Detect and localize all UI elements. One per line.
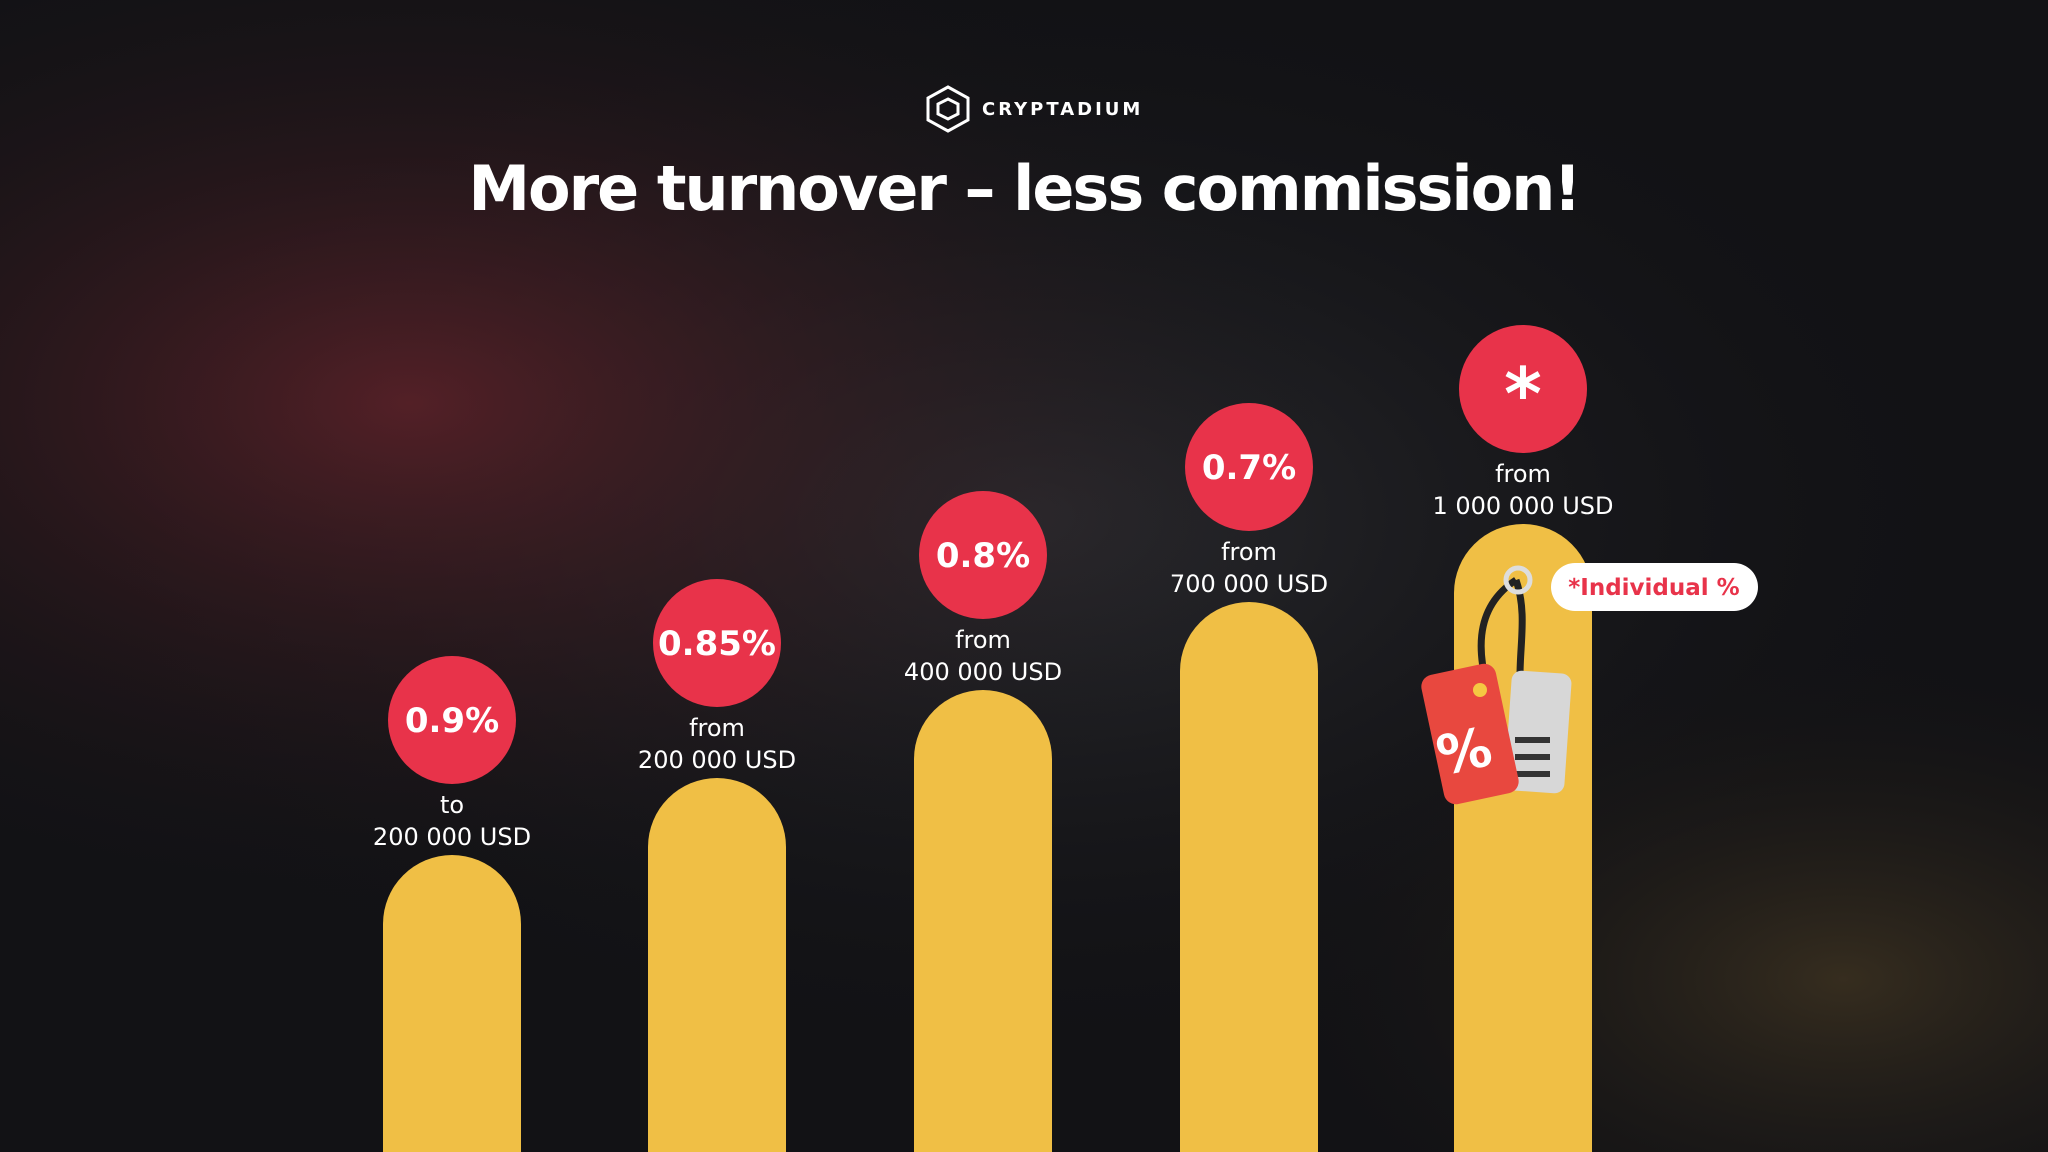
bar (383, 855, 521, 1152)
bar (1180, 602, 1318, 1152)
rate: 0.9% (405, 701, 499, 741)
bar (914, 690, 1052, 1152)
rate-circle (919, 491, 1047, 619)
rate-circle (653, 579, 781, 707)
bar (648, 778, 786, 1152)
svg-text:%: % (1431, 715, 1497, 788)
amount: 400 000 USD (904, 658, 1062, 686)
rate-circle (388, 656, 516, 784)
amount: 1 000 000 USD (1432, 492, 1613, 520)
prefix: from (689, 714, 745, 742)
rate: 0.85% (658, 624, 776, 664)
prefix: from (955, 626, 1011, 654)
rate-circle (1185, 403, 1313, 531)
tiers: 0.9% to 200 000 USD 0.85% from 200 000 USD 0.8… (373, 325, 1614, 1152)
logo-text: CRYPTADIUM (982, 99, 1143, 120)
note: *Individual % (1568, 575, 1739, 601)
rate: * (1504, 352, 1542, 436)
rate: 0.7% (1202, 448, 1296, 488)
prefix: to (440, 791, 464, 819)
amount: 200 000 USD (638, 746, 796, 774)
rate: 0.8% (936, 536, 1030, 576)
rate-circle (1459, 325, 1587, 453)
price-tag-illustration: % (1421, 565, 1572, 805)
amount: 200 000 USD (373, 823, 531, 851)
amount: 700 000 USD (1170, 570, 1328, 598)
prefix: from (1221, 538, 1277, 566)
title: More turnover – less commission! (468, 152, 1579, 225)
note-badge (1551, 563, 1758, 611)
logo: CRYPTADIUM (926, 85, 1143, 133)
prefix: from (1495, 460, 1551, 488)
